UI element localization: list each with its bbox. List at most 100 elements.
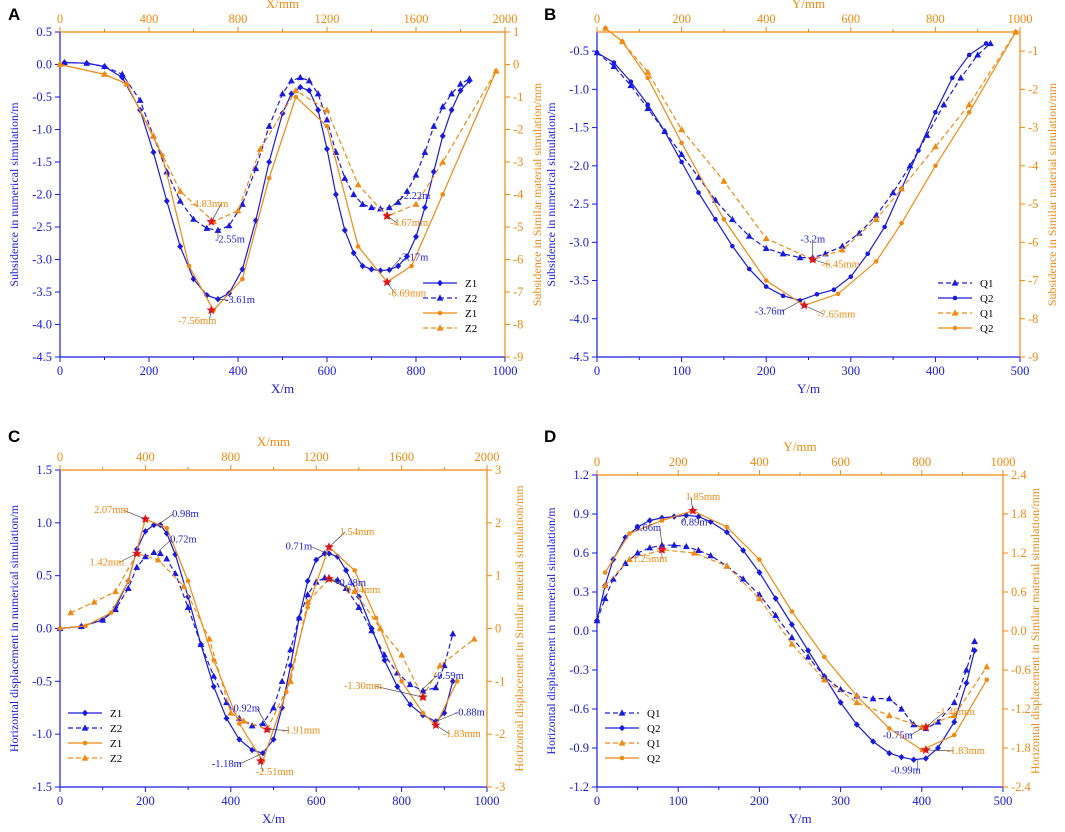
data-point-z2-blue: [355, 603, 363, 610]
x2-axis-title: X/mm: [266, 0, 299, 11]
data-point-z1-blue: [177, 243, 184, 250]
data-point-z2-blue: [252, 164, 260, 172]
annotation-label: -3.2m: [800, 235, 825, 246]
data-point-q2-orange: [966, 109, 972, 115]
y2-axis-title: Horizontal displacement in Similar mater…: [1028, 487, 1042, 774]
annotation-label: -7.65mm: [817, 309, 855, 320]
annotation-label: -1.83mm: [947, 746, 985, 757]
data-point-q1-blue: [644, 104, 652, 112]
x2-axis-title: Y/mm: [783, 439, 816, 454]
data-point-z1-orange: [211, 657, 217, 663]
y2-tick-label: 2.4: [1011, 468, 1027, 482]
y-tick-label: -2.5: [569, 197, 589, 211]
panel-d: D 0 100 200 300 400 500 0 200 400 600 800 1000 -1.2 -0…: [544, 427, 1042, 826]
data-point-z1-blue: [404, 253, 411, 260]
y2-tick-label: -8: [513, 318, 523, 332]
data-point-z1-orange: [186, 263, 192, 269]
data-point-q2-blue: [746, 266, 752, 272]
data-point-z2-orange: [398, 651, 405, 658]
data-point-q1-blue: [788, 633, 796, 641]
x-tick-label: 300: [831, 794, 850, 808]
data-point-z1-orange: [237, 721, 242, 726]
series-line-z2-blue: [59, 551, 454, 727]
data-point-z2-orange: [436, 661, 444, 669]
legend-marker: [952, 295, 958, 301]
peak-star-marker: [808, 254, 818, 264]
data-point-z2-blue: [279, 90, 286, 97]
data-point-q2-blue: [634, 523, 641, 531]
data-point-z2-blue: [83, 59, 91, 66]
x-tick-label: 400: [926, 364, 945, 378]
y-tick-label: -0.9: [569, 741, 589, 755]
annotation-arrow: [238, 752, 263, 765]
data-point-z2-blue: [295, 614, 303, 621]
data-point-z1-blue: [304, 577, 311, 585]
data-point-z2-blue: [432, 684, 440, 691]
y2-tick-label: 2: [495, 516, 501, 530]
annotation-arrow: [386, 215, 398, 224]
data-point-z2-blue: [265, 122, 273, 129]
legend-label: Z1: [465, 308, 477, 320]
data-point-q1-blue: [609, 575, 617, 582]
data-point-z1-orange: [126, 578, 131, 584]
data-point-q2-blue: [865, 251, 871, 257]
data-point-z1-blue: [163, 197, 170, 205]
data-point-q2-blue: [935, 744, 942, 752]
y2-tick-label: -5: [513, 220, 523, 234]
data-point-z2-orange: [176, 187, 184, 194]
data-point-z2-blue: [239, 200, 246, 207]
data-point-q1-blue: [610, 62, 618, 70]
annotation-arrow: [118, 553, 137, 563]
y2-tick-label: -4: [513, 188, 524, 202]
y-tick-label: 1.2: [573, 468, 589, 482]
x2-tick-label: 1200: [304, 450, 329, 464]
y-tick-label: -2.0: [32, 188, 52, 202]
data-point-q2-blue: [611, 60, 617, 65]
y2-tick-label: -1.2: [1011, 702, 1031, 716]
data-point-q1-orange: [885, 711, 893, 719]
data-point-q1-orange: [788, 640, 796, 647]
panel-letter: A: [8, 5, 20, 24]
data-point-z2-blue: [323, 116, 331, 123]
peak-star-marker: [921, 745, 931, 754]
data-point-q1-orange: [720, 177, 728, 184]
y2-tick-label: -1: [495, 674, 505, 688]
x2-tick-label: 400: [757, 12, 776, 26]
data-point-z1-orange: [373, 615, 379, 621]
data-point-q2-blue: [645, 102, 651, 107]
panel-letter: D: [544, 427, 556, 446]
x2-tick-label: 800: [221, 450, 240, 464]
x2-tick-label: 400: [750, 455, 769, 469]
data-point-q2-orange: [602, 570, 608, 575]
data-point-z1-blue: [142, 528, 149, 535]
annotation-label: -0.75m: [883, 731, 913, 742]
y2-axis-title: Subsidence in Similar material simulatio…: [530, 82, 544, 306]
series-line-q1-orange: [605, 27, 1017, 261]
annotation-label: 0.71m: [286, 541, 313, 552]
data-point-q2-blue: [910, 756, 917, 763]
legend-label: Z2: [110, 723, 122, 735]
data-point-q2-blue: [646, 517, 653, 524]
y-tick-label: -4.5: [32, 350, 52, 364]
legend-label: Q1: [647, 738, 660, 750]
data-point-z1-blue: [350, 249, 357, 257]
y2-tick-label: 1.8: [1011, 507, 1027, 521]
y2-axis-title: Horizontal displacement in Similar mater…: [512, 485, 526, 772]
y-tick-label: 1.5: [36, 463, 52, 477]
y-tick-label: 0.0: [573, 624, 589, 638]
data-point-z1-blue: [249, 746, 256, 754]
annotation-arrow: [435, 712, 458, 722]
data-point-q1-orange: [820, 676, 828, 683]
x2-tick-label: 200: [672, 12, 691, 26]
data-point-q2-blue: [933, 109, 938, 115]
y-tick-label: -4.0: [569, 312, 589, 326]
annotation-arrow: [909, 728, 922, 736]
annotation-arrow: [328, 531, 346, 548]
data-point-z2-blue: [350, 190, 358, 198]
data-point-z1-orange: [454, 679, 460, 684]
annotation-arrow: [374, 685, 424, 698]
data-point-z2-blue: [136, 96, 144, 103]
data-point-z2-blue: [341, 174, 349, 181]
data-point-z2-blue: [368, 203, 375, 211]
